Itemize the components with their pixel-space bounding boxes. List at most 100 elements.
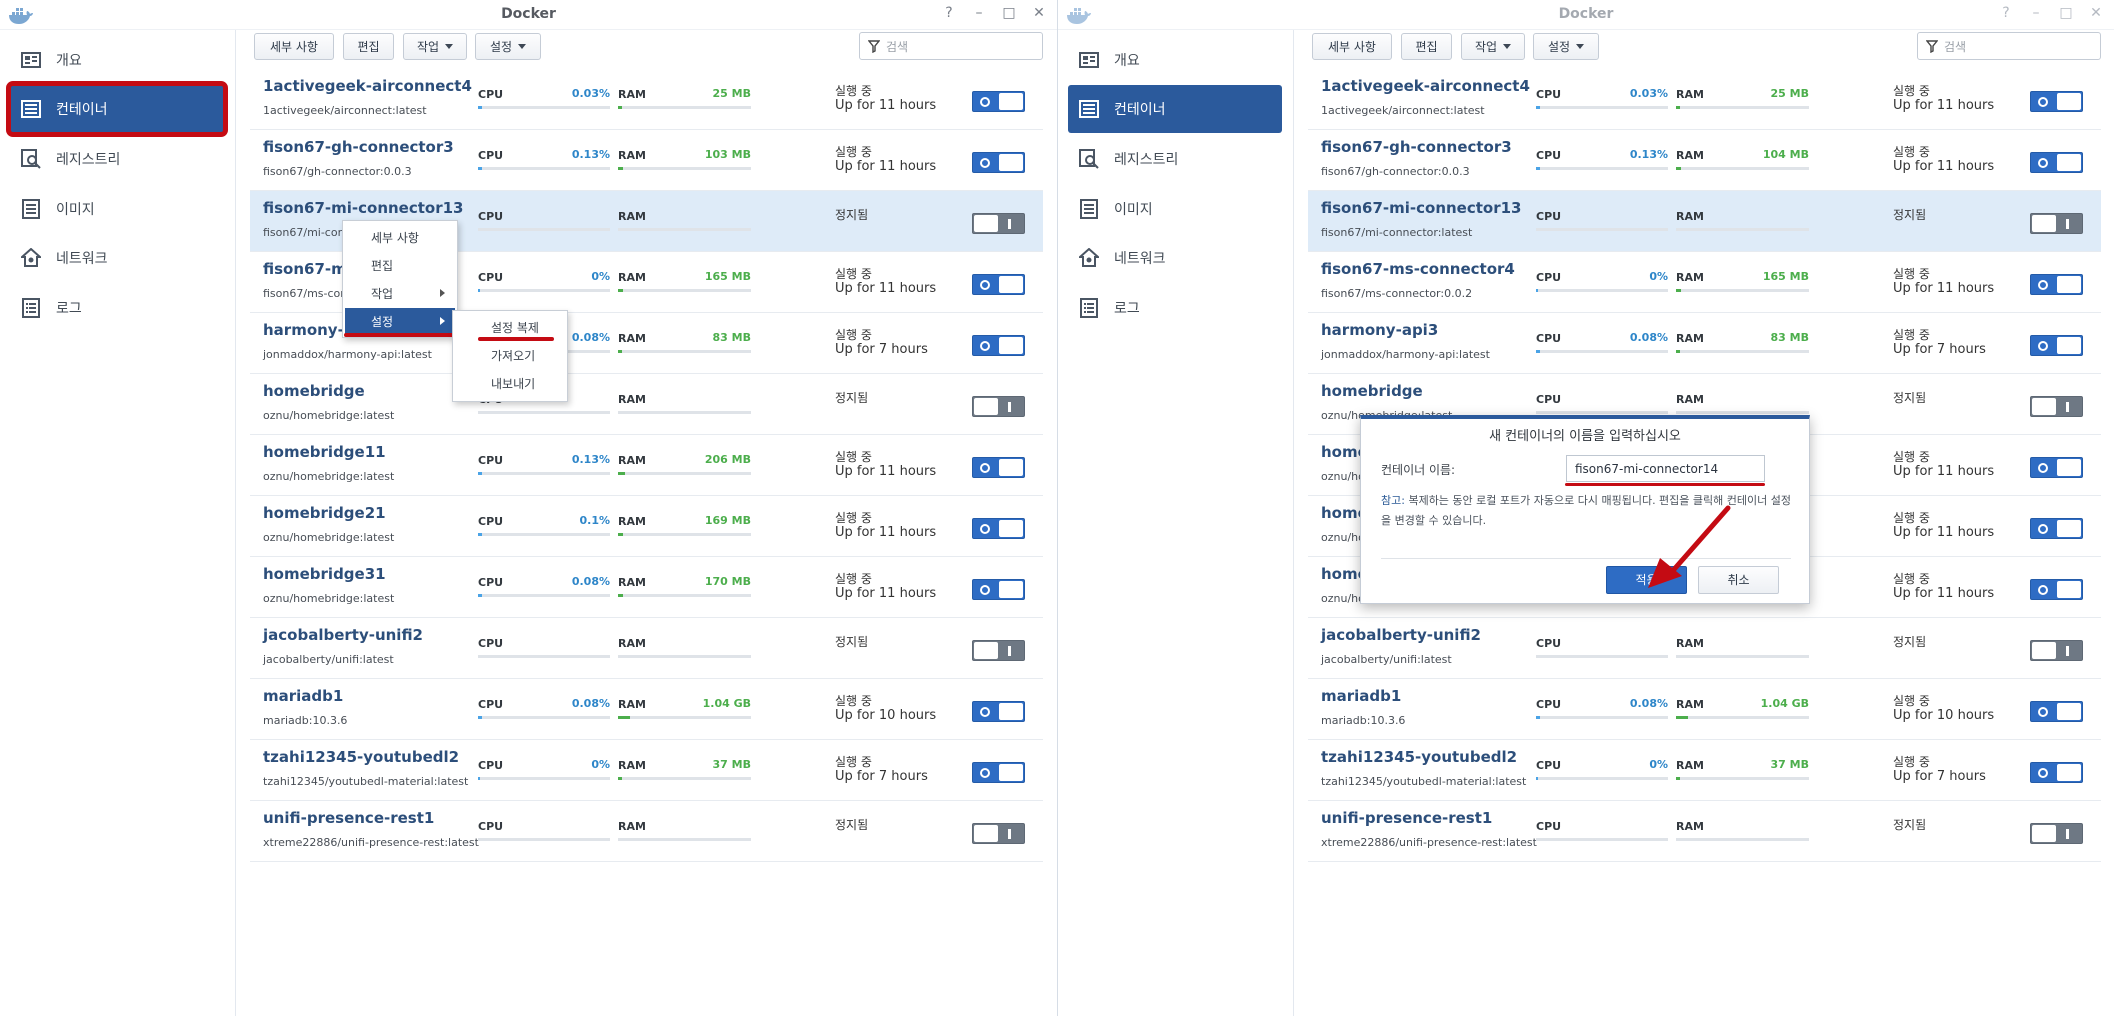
power-toggle[interactable] — [972, 91, 1025, 112]
close-button[interactable]: ✕ — [1033, 5, 1045, 21]
menu-item-duplicate-settings[interactable]: 설정 복제 — [491, 320, 539, 335]
image-icon — [1078, 199, 1100, 219]
power-toggle[interactable] — [972, 274, 1025, 295]
sidebar-item-image[interactable]: 이미지 — [10, 185, 224, 233]
power-toggle[interactable] — [2030, 457, 2083, 478]
action-dropdown[interactable]: 작업 — [1461, 33, 1525, 60]
toggle-on-icon — [980, 585, 990, 595]
cpu-label: CPU — [478, 88, 504, 101]
container-row[interactable]: fison67-mi-connector13 fison67/mi-connect… — [1308, 191, 2101, 252]
edit-button[interactable]: 편집 — [1401, 33, 1452, 60]
power-toggle[interactable] — [2030, 91, 2083, 112]
cpu-value: 0.08% — [571, 697, 610, 710]
power-toggle[interactable] — [2030, 518, 2083, 539]
container-name: fison67-gh-connector3 — [263, 138, 454, 156]
container-row[interactable]: mariadb1 mariadb:10.3.6 CPU 0.08% RAM 1.04 GB… — [250, 679, 1043, 740]
power-toggle[interactable] — [972, 823, 1025, 844]
sidebar-item-registry[interactable]: 레지스트리 — [10, 135, 224, 183]
container-image: oznu/homebridge:latest — [263, 470, 395, 483]
search-input[interactable]: 검색 — [1917, 32, 2101, 60]
power-toggle[interactable] — [2030, 762, 2083, 783]
power-toggle[interactable] — [972, 579, 1025, 600]
power-toggle[interactable] — [972, 396, 1025, 417]
container-row[interactable]: homebridgeoznu/homebridge:latestCPURAM정지… — [1308, 374, 2101, 435]
power-toggle[interactable] — [2030, 213, 2083, 234]
sidebar-item-overview[interactable]: 개요 — [10, 36, 224, 84]
container-row[interactable]: homebridge31 oznu/homebridge:latest CPU 0.0… — [250, 557, 1043, 618]
settings-dropdown[interactable]: 설정 — [1533, 33, 1599, 60]
menu-item-import[interactable]: 가져오기 — [491, 348, 536, 363]
sidebar-item-registry[interactable]: 레지스트리 — [1068, 135, 1282, 183]
container-row[interactable]: homebridge11 oznu/homebridge:latest CPU 0.1… — [250, 435, 1043, 496]
container-row[interactable]: harmony-api3 jonmaddox/harmony-api:latest… — [1308, 313, 2101, 374]
menu-item-settings[interactable]: 설정 — [345, 308, 455, 334]
container-image: fison67/mi-connector:latest — [1321, 226, 1473, 239]
maximize-button[interactable]: □ — [1002, 5, 1016, 21]
power-toggle[interactable] — [2030, 701, 2083, 722]
action-dropdown[interactable]: 작업 — [403, 33, 467, 60]
power-toggle[interactable] — [2030, 579, 2083, 600]
chevron-down-icon — [518, 44, 527, 49]
log-icon — [20, 298, 42, 318]
sidebar-item-network[interactable]: 네트워크 — [1068, 234, 1282, 282]
search-input[interactable]: 검색 — [859, 32, 1043, 60]
container-row[interactable]: jacobalberty-unifi2 jacobalberty/unifi:la… — [250, 618, 1043, 679]
container-name-input[interactable]: fison67-mi-connector14 — [1566, 455, 1765, 482]
power-toggle[interactable] — [2030, 274, 2083, 295]
cancel-button[interactable]: 취소 — [1698, 566, 1779, 594]
help-button[interactable]: ? — [2002, 5, 2010, 21]
status-text: 실행 중 — [835, 572, 872, 586]
power-toggle[interactable] — [972, 640, 1025, 661]
cpu-usage-fill — [478, 533, 482, 536]
sidebar-item-container[interactable]: 컨테이너 — [1068, 85, 1282, 133]
container-row[interactable]: jacobalberty-unifi2 jacobalberty/unifi:la… — [1308, 618, 2101, 679]
cpu-usage-bar — [478, 594, 610, 597]
menu-item-action[interactable]: 작업 — [345, 280, 455, 306]
power-toggle[interactable] — [972, 701, 1025, 722]
container-row[interactable]: unifi-presence-rest1 xtreme22886/unifi-pr… — [1308, 801, 2101, 862]
power-toggle[interactable] — [972, 335, 1025, 356]
container-row[interactable]: homebridgeoznu/homebridge:latestCPURAM정지… — [250, 374, 1043, 435]
power-toggle[interactable] — [972, 518, 1025, 539]
container-row[interactable]: 1activegeek-airconnect4 1activegeek/airco… — [250, 69, 1043, 130]
container-row[interactable]: 1activegeek-airconnect4 1activegeek/airco… — [1308, 69, 2101, 130]
menu-item-export[interactable]: 내보내기 — [491, 376, 536, 391]
menu-item-edit[interactable]: 편집 — [371, 258, 394, 273]
minimize-button[interactable]: – — [975, 5, 983, 21]
container-row[interactable]: tzahi12345-youtubedl2 tzahi12345/youtubed… — [1308, 740, 2101, 801]
power-toggle[interactable] — [2030, 640, 2083, 661]
power-toggle[interactable] — [972, 762, 1025, 783]
close-button[interactable]: ✕ — [2090, 5, 2102, 21]
container-row[interactable]: mariadb1 mariadb:10.3.6 CPU 0.08% RAM 1.04 GB… — [1308, 679, 2101, 740]
sidebar-item-overview[interactable]: 개요 — [1068, 36, 1282, 84]
power-toggle[interactable] — [2030, 335, 2083, 356]
container-row[interactable]: fison67-ms-connector4 fison67/ms-connecto… — [1308, 252, 2101, 313]
container-row[interactable]: tzahi12345-youtubedl2 tzahi12345/youtubed… — [250, 740, 1043, 801]
cpu-value: 0% — [591, 270, 610, 283]
container-row[interactable]: fison67-gh-connector3 fison67/gh-connecto… — [250, 130, 1043, 191]
power-toggle[interactable] — [972, 457, 1025, 478]
power-toggle[interactable] — [2030, 396, 2083, 417]
details-button[interactable]: 세부 사항 — [1312, 33, 1392, 60]
power-toggle[interactable] — [2030, 823, 2083, 844]
container-row[interactable]: homebridge21 oznu/homebridge:latest CPU 0.1… — [250, 496, 1043, 557]
power-toggle[interactable] — [2030, 152, 2083, 173]
ram-usage-fill — [618, 533, 624, 536]
sidebar-item-image[interactable]: 이미지 — [1068, 185, 1282, 233]
menu-item-details[interactable]: 세부 사항 — [371, 230, 419, 245]
minimize-button[interactable]: – — [2032, 5, 2040, 21]
maximize-button[interactable]: □ — [2059, 5, 2073, 21]
edit-button[interactable]: 편집 — [343, 33, 394, 60]
power-toggle[interactable] — [972, 152, 1025, 173]
container-row[interactable]: fison67-gh-connector3 fison67/gh-connecto… — [1308, 130, 2101, 191]
power-toggle[interactable] — [972, 213, 1025, 234]
sidebar-item-container[interactable]: 컨테이너 — [6, 81, 228, 137]
help-button[interactable]: ? — [945, 5, 953, 21]
details-button[interactable]: 세부 사항 — [254, 33, 334, 60]
settings-dropdown[interactable]: 설정 — [475, 33, 541, 60]
toggle-knob — [999, 764, 1023, 781]
sidebar-item-log[interactable]: 로그 — [1068, 284, 1282, 332]
sidebar-item-log[interactable]: 로그 — [10, 284, 224, 332]
container-row[interactable]: unifi-presence-rest1 xtreme22886/unifi-pr… — [250, 801, 1043, 862]
sidebar-item-network[interactable]: 네트워크 — [10, 234, 224, 282]
